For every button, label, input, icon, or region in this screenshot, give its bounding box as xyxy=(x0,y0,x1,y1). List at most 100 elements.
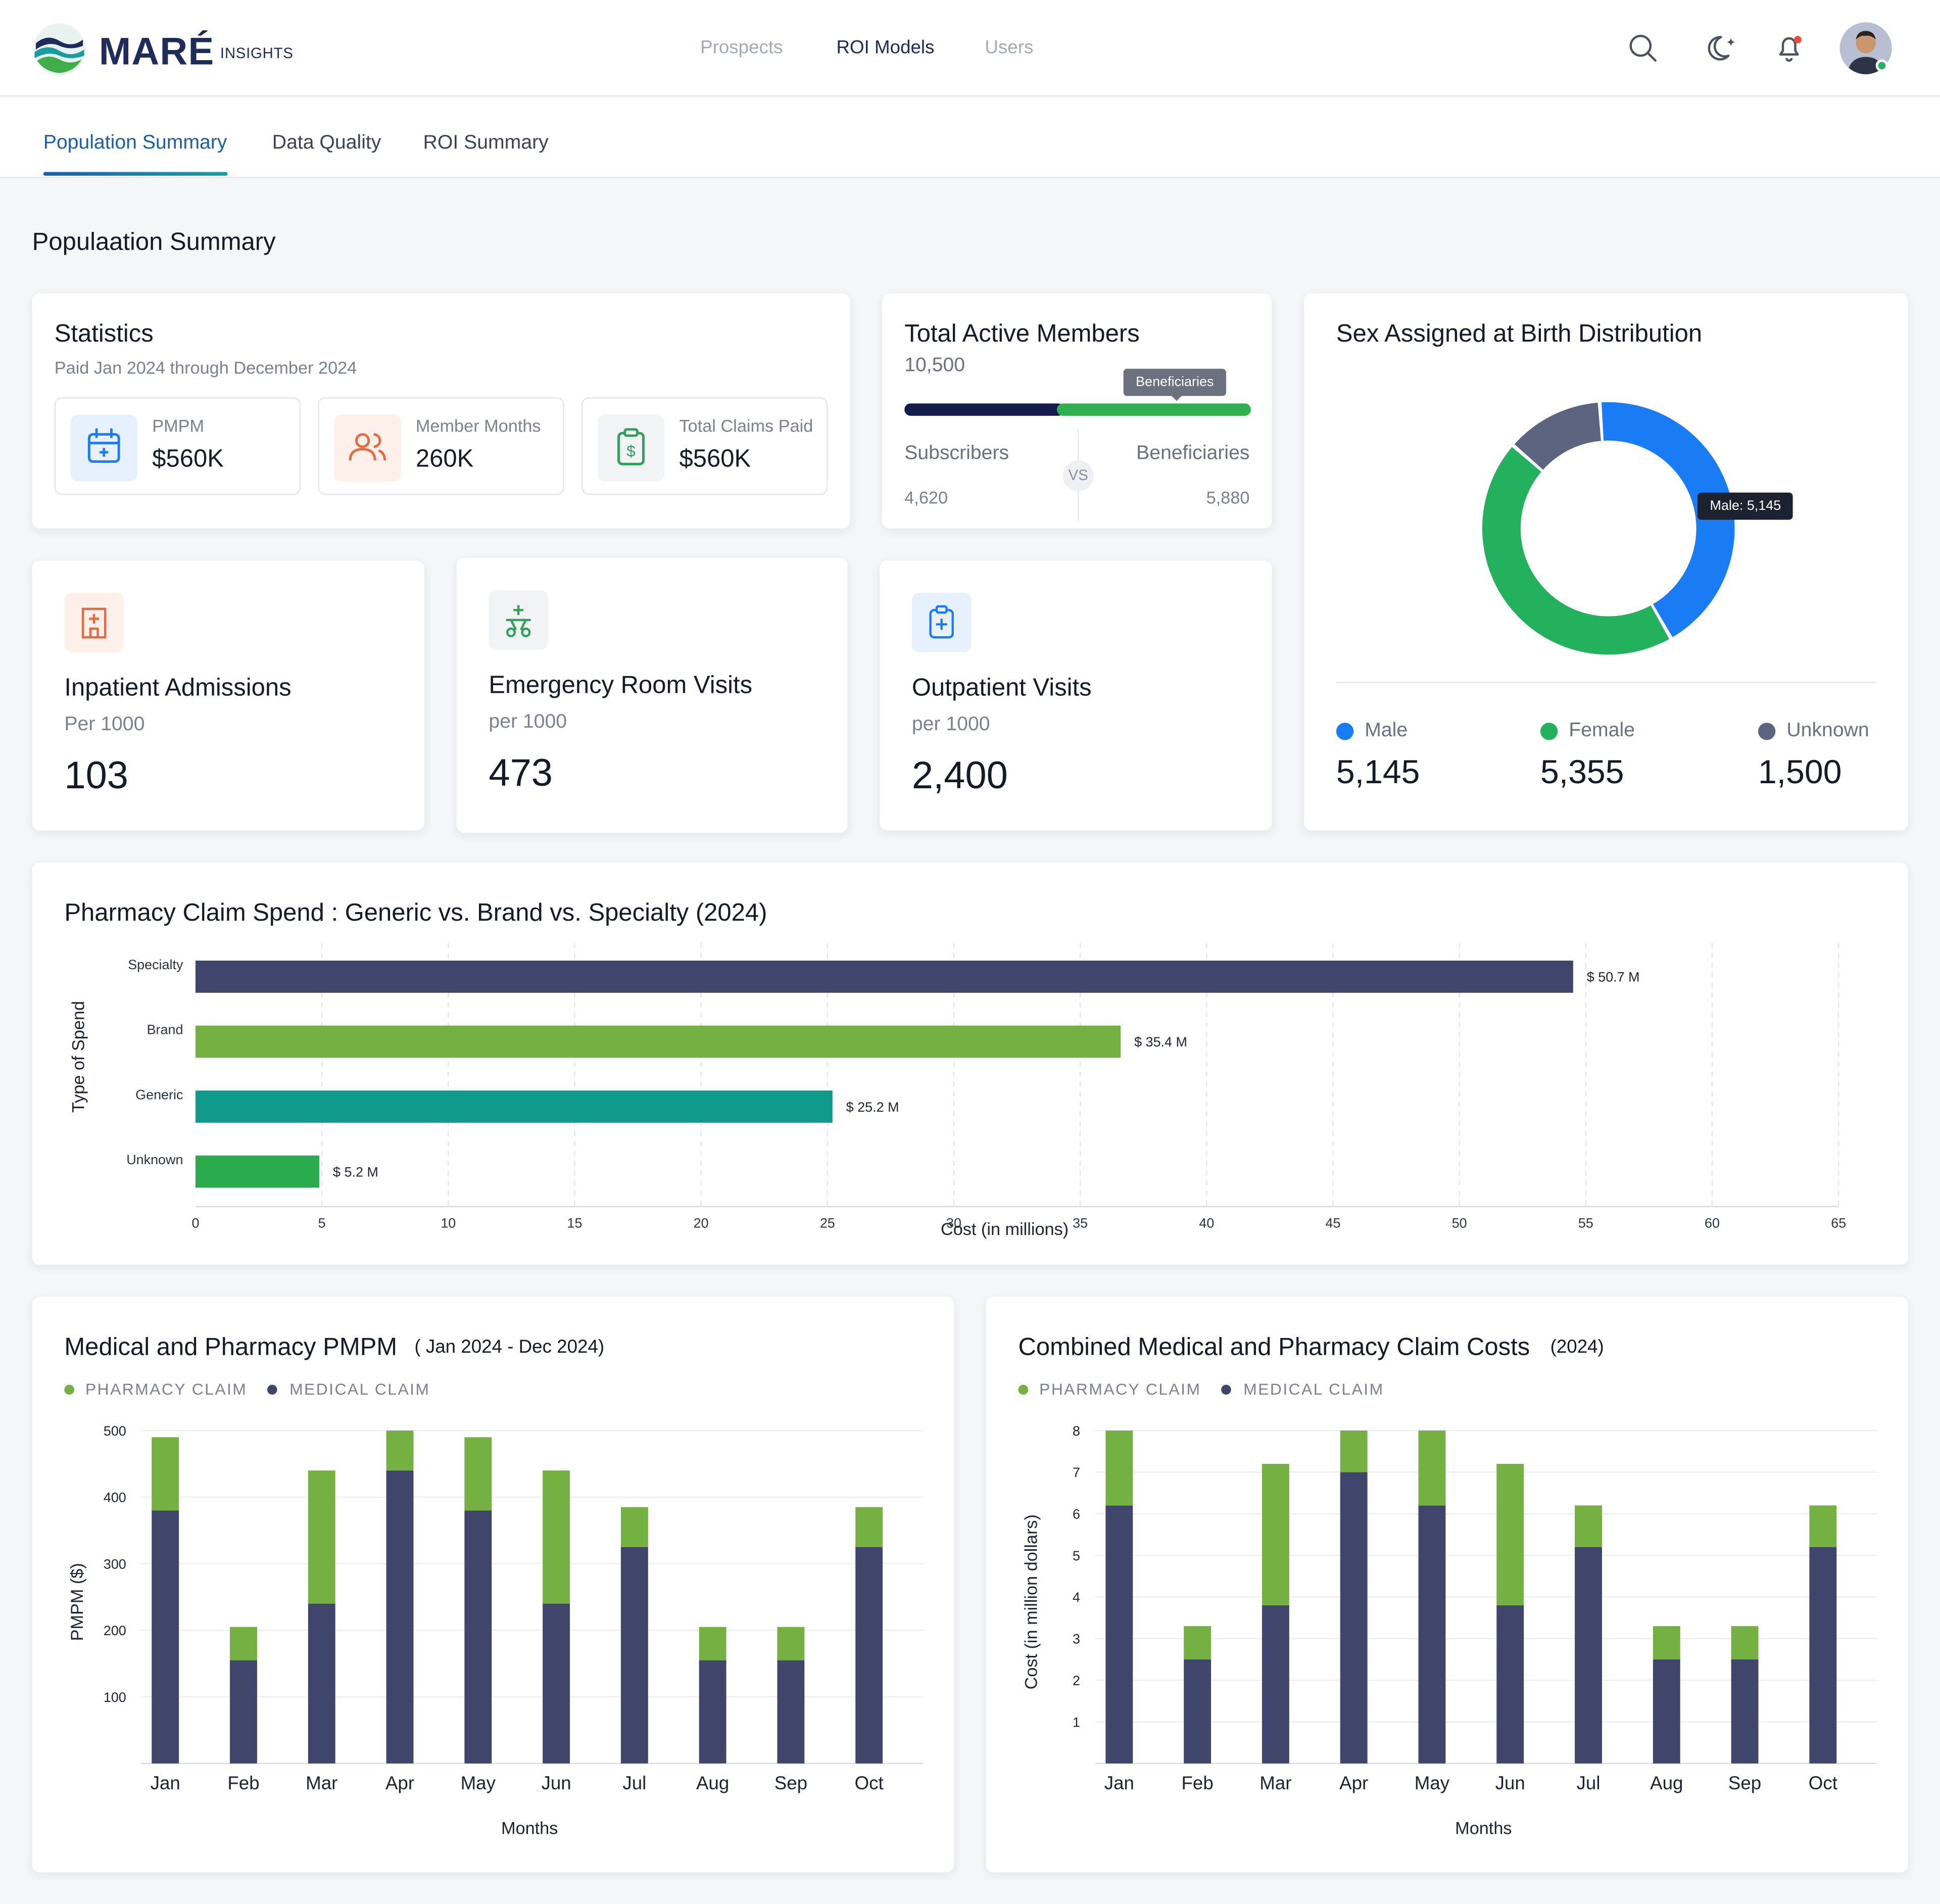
x-tick-label: 15 xyxy=(567,1215,582,1230)
stat-box-pmpm[interactable]: PMPM $560K xyxy=(54,397,301,495)
stat-box-member-months[interactable]: Member Months 260K xyxy=(318,397,564,495)
tab-population-summary[interactable]: Population Summary xyxy=(43,132,227,154)
metric-title: Inpatient Admissions xyxy=(64,674,292,702)
x-tick-label: Oct xyxy=(855,1773,884,1793)
x-tick-label: 45 xyxy=(1326,1215,1341,1230)
bar-jan-medical-claim xyxy=(152,1510,179,1764)
bar-aug-pharmacy-claim xyxy=(699,1627,726,1660)
clipboard-dollar-icon: $ xyxy=(597,414,665,482)
moon-icon[interactable] xyxy=(1705,30,1742,67)
x-tick-label: Feb xyxy=(227,1773,259,1793)
pharmacy-spend-title: Pharmacy Claim Spend : Generic vs. Brand… xyxy=(64,899,767,927)
stat-label: PMPM xyxy=(152,415,205,436)
bell-icon[interactable] xyxy=(1771,30,1808,67)
pmpm-card: Medical and Pharmacy PMPM ( Jan 2024 - D… xyxy=(32,1297,954,1873)
x-tick-label: 20 xyxy=(694,1215,709,1230)
vs-badge: VS xyxy=(1062,460,1094,492)
search-icon[interactable] xyxy=(1625,30,1662,67)
legend-label-female: Female xyxy=(1569,720,1635,741)
legend-medical-claim[interactable]: MEDICAL CLAIM xyxy=(289,1379,430,1399)
legend-pharmacy-claim[interactable]: PHARMACY CLAIM xyxy=(1039,1379,1201,1399)
pharmacy-spend-chart[interactable]: 0 5 10 15 20 25 30 35 40 45 50 55 60 65 Specialty $ 50.… xyxy=(32,863,1908,1265)
x-tick-label: Mar xyxy=(306,1773,337,1793)
metric-title: Emergency Room Visits xyxy=(489,672,753,699)
legend-label-male: Male xyxy=(1365,720,1408,741)
bar-data-label: $ 50.7 M xyxy=(1587,970,1640,985)
clipboard-plus-icon xyxy=(911,593,972,652)
stat-value: 260K xyxy=(415,445,474,473)
tab-data-quality[interactable]: Data Quality xyxy=(272,132,381,154)
y-tick-label: 8 xyxy=(1073,1423,1080,1439)
page-title: Populaation Summary xyxy=(32,229,276,256)
legend-medical-claim[interactable]: MEDICAL CLAIM xyxy=(1243,1379,1384,1399)
legend-value-male: 5,145 xyxy=(1336,753,1420,791)
bar-oct-pharmacy-claim xyxy=(855,1507,883,1547)
combined-title: Combined Medical and Pharmacy Claim Cost… xyxy=(1018,1334,1530,1361)
bar-apr-medical-claim xyxy=(386,1470,414,1764)
ambulance-icon xyxy=(489,590,548,650)
bar-jul-pharmacy-claim xyxy=(620,1507,648,1547)
bar-data-label: $ 35.4 M xyxy=(1134,1034,1187,1050)
x-tick-label: Jul xyxy=(1577,1773,1601,1793)
y-tick-label: 1 xyxy=(1073,1715,1080,1730)
x-tick-label: Oct xyxy=(1809,1773,1837,1793)
legend-label-unknown: Unknown xyxy=(1786,720,1869,741)
statistics-card: Statistics Paid Jan 2024 through Decembe… xyxy=(32,293,850,529)
members-split-bar[interactable] xyxy=(904,403,1251,418)
male-tooltip: Male: 5,145 xyxy=(1698,492,1793,520)
pmpm-stacked-chart[interactable]: 100 200 300 400 500 Jan Feb Mar Apr May Jun Jul Aug S… xyxy=(32,1297,954,1873)
bar-apr-medical-claim xyxy=(1340,1472,1368,1764)
y-tick-label: 6 xyxy=(1073,1507,1080,1522)
bar-apr-pharmacy-claim xyxy=(1340,1431,1368,1472)
stat-value: $560K xyxy=(679,445,751,473)
bar-jul-medical-claim xyxy=(1575,1547,1602,1764)
x-tick-label: 65 xyxy=(1831,1215,1846,1230)
x-tick-label: 25 xyxy=(820,1215,835,1230)
x-tick-label: 60 xyxy=(1705,1215,1720,1230)
nav-prospects[interactable]: Prospects xyxy=(700,37,783,59)
y-tick-label: Generic xyxy=(135,1087,183,1102)
bar-jun-medical-claim xyxy=(543,1603,570,1764)
bar-may-pharmacy-claim xyxy=(1418,1431,1446,1506)
bar-data-label: $ 25.2 M xyxy=(846,1100,899,1115)
metric-title: Outpatient Visits xyxy=(911,674,1092,702)
bar-sep-medical-claim xyxy=(1731,1659,1759,1764)
y-tick-label: Unknown xyxy=(126,1152,183,1167)
x-tick-label: Jul xyxy=(622,1773,646,1793)
bar-mar-medical-claim xyxy=(308,1603,335,1764)
nav-roi-models[interactable]: ROI Models xyxy=(836,37,935,59)
x-tick-label: Aug xyxy=(696,1773,729,1793)
bar-brand xyxy=(195,1025,1121,1058)
x-axis-title: Months xyxy=(1455,1819,1512,1838)
tab-bar: Population Summary Data Quality ROI Summ… xyxy=(0,98,1940,178)
x-tick-label: Mar xyxy=(1259,1773,1291,1793)
combined-stacked-chart[interactable]: 1 2 3 4 5 6 7 8 Jan Feb Mar Apr May Jun Jul Aug Sep Oct Mo… xyxy=(986,1297,1908,1873)
pmpm-title: Medical and Pharmacy PMPM xyxy=(64,1334,398,1361)
beneficiaries-value: 5,880 xyxy=(1206,487,1250,508)
bar-sep-pharmacy-claim xyxy=(777,1627,805,1660)
avatar[interactable] xyxy=(1839,22,1892,74)
x-tick-label: 5 xyxy=(318,1215,326,1230)
x-tick-label: May xyxy=(1415,1773,1450,1793)
sex-donut-chart[interactable] xyxy=(1472,392,1744,664)
bar-jun-medical-claim xyxy=(1496,1605,1524,1764)
statistics-subtitle: Paid Jan 2024 through December 2024 xyxy=(54,357,357,377)
stat-box-total-claims[interactable]: $ Total Claims Paid $560K xyxy=(581,397,828,495)
beneficiaries-bar xyxy=(1056,403,1251,416)
x-tick-label: Aug xyxy=(1650,1773,1683,1793)
bar-unknown xyxy=(195,1155,320,1188)
bar-jun-pharmacy-claim xyxy=(543,1470,570,1604)
brand-logo[interactable] xyxy=(32,22,87,77)
legend-dot-pharmacy xyxy=(64,1385,74,1395)
stat-label: Member Months xyxy=(415,415,541,436)
bar-jan-pharmacy-claim xyxy=(1105,1431,1133,1506)
y-tick-label: 5 xyxy=(1073,1548,1080,1563)
y-axis-title: PMPM ($) xyxy=(68,1563,87,1641)
tab-roi-summary[interactable]: ROI Summary xyxy=(423,132,549,154)
bar-may-pharmacy-claim xyxy=(464,1437,492,1511)
bar-may-medical-claim xyxy=(1418,1505,1446,1764)
beneficiaries-tooltip: Beneficiaries xyxy=(1123,368,1226,396)
nav-users[interactable]: Users xyxy=(985,37,1034,59)
tooltip-caret xyxy=(1169,393,1184,401)
legend-pharmacy-claim[interactable]: PHARMACY CLAIM xyxy=(85,1379,248,1399)
